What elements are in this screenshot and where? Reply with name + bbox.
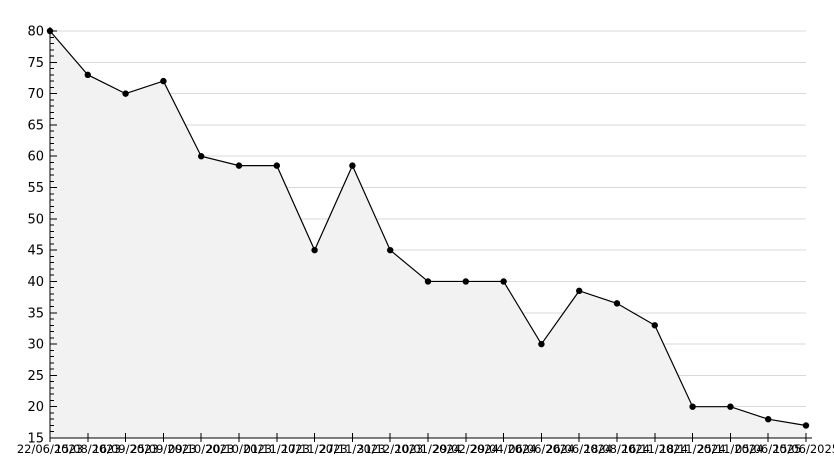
y-tick-label: 25: [27, 369, 44, 384]
x-tick-label: 22/06/2023: [17, 442, 83, 456]
x-tick-label: 20/10/2023: [206, 442, 272, 456]
x-tick-label: 31/12/2023: [357, 442, 423, 456]
data-point-marker: [500, 278, 507, 285]
data-point-marker: [160, 77, 167, 85]
y-tick-label: 15: [27, 432, 44, 447]
x-tick-label: 10/01/2024: [395, 442, 461, 456]
data-point-marker: [802, 422, 810, 429]
y-tick-label: 75: [27, 56, 44, 71]
y-tick-label: 40: [27, 275, 44, 290]
x-tick-label: 27/11/2023: [319, 442, 385, 456]
x-tick-label: 16/09/2023: [92, 442, 158, 456]
x-tick-label: 17/11/2023: [281, 442, 347, 456]
data-point-marker: [765, 416, 772, 423]
data-point-marker: [689, 403, 696, 410]
data-point-marker: [576, 287, 583, 295]
x-tick-label: 25/09/2023: [130, 442, 196, 456]
data-point-marker: [387, 246, 394, 254]
data-point-marker: [349, 162, 356, 169]
y-tick-label: 35: [27, 306, 44, 321]
y-tick-label: 60: [27, 150, 44, 165]
x-tick-label: 09/10/2023: [168, 442, 234, 456]
data-point-marker: [273, 162, 280, 169]
data-point-marker: [538, 340, 545, 348]
series-area: [50, 31, 806, 438]
data-point-marker: [727, 403, 734, 410]
data-point-marker: [462, 278, 469, 285]
x-tick-label: 18/11/2024: [659, 442, 725, 456]
x-tick-label: 29/02/2024: [433, 442, 499, 456]
y-tick-label: 20: [27, 400, 44, 415]
y-tick-label: 70: [27, 87, 44, 102]
x-tick-label: 15/06/2025: [773, 442, 834, 456]
y-tick-label: 50: [27, 212, 44, 227]
data-point-marker: [651, 322, 658, 329]
y-tick-label: 80: [27, 25, 44, 40]
data-point-marker: [235, 162, 243, 169]
y-tick-label: 55: [27, 181, 44, 196]
x-tick-label: 01/11/2023: [244, 442, 310, 456]
data-point-marker: [84, 71, 92, 79]
y-tick-label: 45: [27, 244, 44, 259]
data-point-marker: [311, 246, 318, 254]
x-tick-label: 06/06/2024: [508, 442, 574, 456]
y-tick-label: 65: [27, 118, 44, 133]
data-point-marker: [424, 278, 432, 285]
y-tick-label: 30: [27, 338, 44, 353]
x-tick-label: 16/11/2024: [622, 442, 688, 456]
x-tick-label: 26/06/2024: [546, 442, 612, 456]
x-tick-label: 18/08/2024: [584, 442, 650, 456]
x-tick-label: 05/06/2025: [735, 442, 801, 456]
data-point-marker: [198, 153, 205, 160]
data-point-marker: [122, 90, 129, 97]
x-tick-label: 29/04/2024: [470, 442, 536, 456]
x-tick-label: 15/08/2023: [55, 442, 121, 456]
x-tick-label: 25/11/2024: [697, 442, 763, 456]
data-point-marker: [613, 300, 621, 307]
